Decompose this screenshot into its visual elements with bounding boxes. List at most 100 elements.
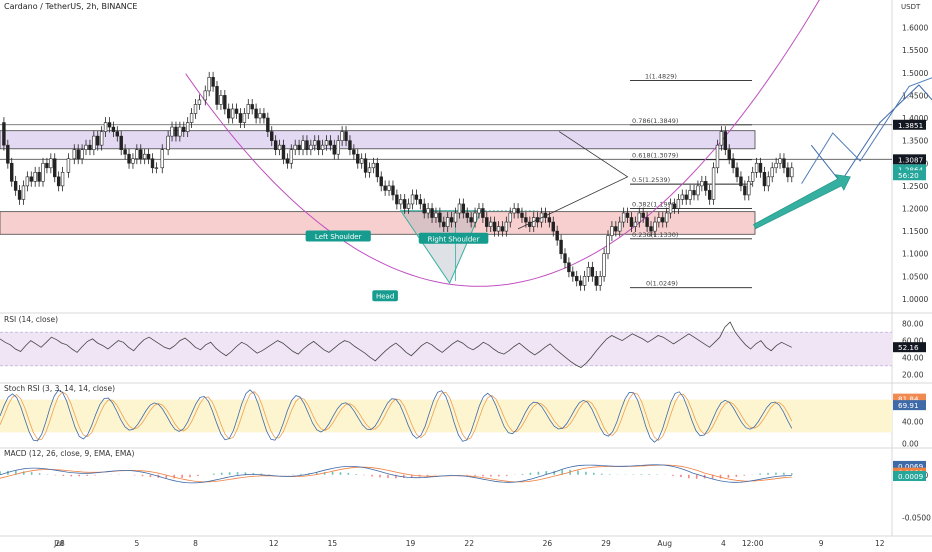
- candle-body: [665, 213, 668, 222]
- candle-body: [423, 204, 426, 213]
- macd-histogram-bar: [498, 475, 500, 477]
- candle-body: [626, 213, 629, 218]
- candle-body: [376, 163, 379, 177]
- candle-body: [42, 163, 45, 181]
- stoch-tick-label: 40.00: [902, 417, 924, 426]
- fib-level-label: 0.786(1.3849): [632, 117, 678, 125]
- candle-body: [6, 145, 9, 163]
- candle-body: [712, 168, 715, 200]
- macd-histogram-bar: [522, 474, 524, 475]
- macd-histogram-bar: [63, 475, 65, 476]
- candle-body: [571, 272, 574, 277]
- candle-body: [151, 159, 154, 168]
- candle-body: [309, 145, 312, 150]
- candle-body: [139, 150, 142, 159]
- candle-body: [552, 222, 555, 231]
- candle-body: [583, 276, 586, 285]
- candle-body: [333, 145, 336, 154]
- candle-body: [607, 236, 610, 254]
- candle-body: [442, 222, 445, 227]
- candle-body: [345, 132, 348, 141]
- candle-body: [736, 168, 739, 177]
- candle-body: [96, 136, 99, 145]
- candle-body: [618, 222, 621, 231]
- candle-body: [67, 159, 70, 173]
- candle-body: [104, 123, 107, 132]
- macd-histogram-bar: [371, 475, 373, 477]
- candle-body: [560, 240, 563, 254]
- price-tick-label: 1.0500: [902, 272, 928, 281]
- macd-histogram-bar: [585, 472, 587, 475]
- candle-body: [116, 132, 119, 137]
- stoch-pane-title: Stoch RSI (3, 3, 14, 14, close): [4, 384, 115, 393]
- macd-histogram-bar: [736, 475, 738, 477]
- candle-body: [290, 150, 293, 164]
- candle-body: [478, 208, 481, 213]
- macd-histogram-bar: [783, 473, 785, 475]
- macd-histogram-bar: [791, 473, 793, 475]
- candle-body: [364, 159, 367, 173]
- candle-body: [208, 77, 211, 91]
- candle-body: [178, 127, 181, 136]
- price-tick-label: 1.0000: [902, 295, 928, 304]
- candle-body: [325, 141, 328, 146]
- rsi-value-tag: 52.16: [898, 343, 919, 352]
- macd-histogram-bar: [553, 471, 555, 475]
- macd-pane-title: MACD (12, 26, close, 9, EMA, EMA): [4, 449, 134, 458]
- candle-body: [524, 218, 527, 223]
- candle-body: [57, 177, 60, 186]
- candle-body: [360, 159, 363, 164]
- candle-body: [630, 218, 633, 227]
- candle-body: [548, 218, 551, 223]
- candle-body: [595, 276, 598, 285]
- candle-body: [556, 231, 559, 240]
- rsi-tick-label: 40.00: [902, 353, 924, 362]
- candle-body: [204, 91, 207, 100]
- candle-body: [462, 204, 465, 213]
- macd-histogram-bar: [150, 475, 152, 477]
- cup-arc-extension: [772, 0, 919, 74]
- macd-histogram-bar: [189, 475, 191, 477]
- candle-body: [693, 190, 696, 195]
- candle-body: [337, 141, 340, 155]
- macd-histogram-bar: [142, 475, 144, 476]
- candle-body: [186, 123, 189, 132]
- candle-body: [356, 154, 359, 163]
- candle-body: [579, 281, 582, 286]
- candle-body: [380, 177, 383, 186]
- candle-body: [669, 204, 672, 213]
- candle-body: [18, 190, 21, 199]
- candle-body: [89, 145, 92, 150]
- time-tick-label: 12:00: [742, 539, 764, 548]
- macd-histogram-bar: [506, 475, 508, 476]
- candle-body: [77, 150, 80, 159]
- candle-body: [112, 127, 115, 132]
- candle-body: [167, 136, 170, 150]
- candle-body: [270, 132, 273, 141]
- candle-body: [30, 177, 33, 182]
- candle-body: [14, 181, 17, 190]
- candle-body: [329, 141, 332, 146]
- candle-body: [454, 213, 457, 222]
- candle-body: [759, 163, 762, 172]
- macd-histogram-bar: [213, 474, 215, 475]
- macd-histogram-bar: [474, 475, 476, 476]
- candle-body: [751, 172, 754, 181]
- candle-body: [175, 127, 178, 136]
- macd-histogram-bar: [482, 475, 484, 477]
- candle-body: [497, 227, 500, 232]
- candle-body: [306, 141, 309, 150]
- candle-body: [438, 213, 441, 222]
- candle-body: [317, 141, 320, 150]
- candle-body: [431, 208, 434, 217]
- macd-histogram-bar: [355, 474, 357, 475]
- candle-body: [763, 172, 766, 186]
- candle-body: [650, 227, 653, 232]
- cup-arc: [186, 74, 773, 287]
- candle-body: [775, 163, 778, 168]
- candle-body: [73, 150, 76, 159]
- stoch-tick-label: 0.00: [902, 439, 919, 448]
- candle-body: [642, 213, 645, 218]
- candle-body: [120, 136, 123, 150]
- candle-body: [446, 218, 449, 227]
